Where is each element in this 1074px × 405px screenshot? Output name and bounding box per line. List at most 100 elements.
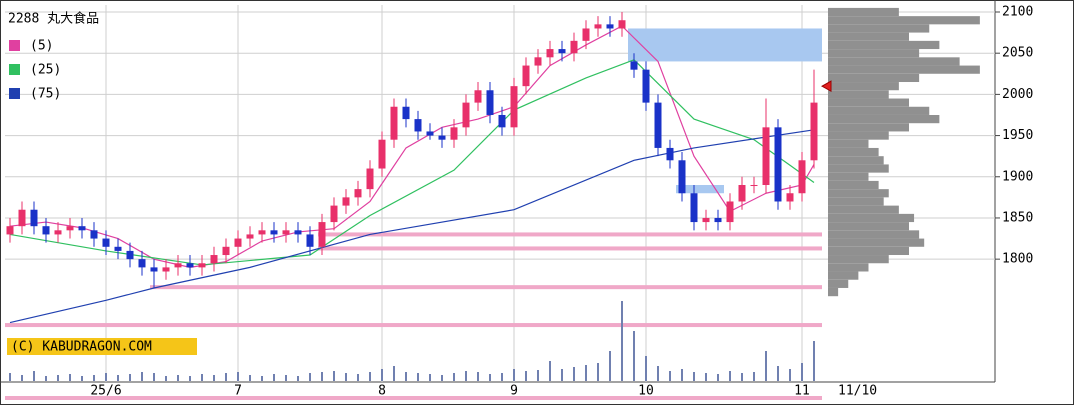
volume-bar bbox=[777, 366, 779, 381]
volume-bar bbox=[597, 363, 599, 381]
candle-body bbox=[750, 185, 758, 187]
volume-bar bbox=[513, 369, 515, 381]
profile-bar bbox=[828, 197, 884, 206]
support-line bbox=[318, 246, 822, 251]
volume-bar bbox=[417, 373, 419, 381]
chart-title: 2288 丸大食品 bbox=[8, 11, 99, 27]
volume-bar bbox=[585, 365, 587, 381]
volume-bar bbox=[441, 375, 443, 381]
volume-bar bbox=[633, 331, 635, 381]
volume-bar bbox=[345, 373, 347, 381]
volume-bar bbox=[405, 372, 407, 381]
candle-body bbox=[186, 263, 194, 268]
zone bbox=[676, 185, 724, 194]
profile-bar bbox=[828, 90, 889, 99]
candle-body bbox=[294, 230, 302, 235]
date-label: 11/10 bbox=[838, 384, 877, 399]
volume-bar bbox=[429, 374, 431, 381]
volume-bar bbox=[453, 373, 455, 381]
band bbox=[5, 396, 822, 400]
candle-body bbox=[258, 230, 266, 235]
candle-body bbox=[366, 168, 374, 190]
candle-body bbox=[30, 209, 38, 227]
volume-bar bbox=[273, 374, 275, 381]
volume-bar bbox=[285, 375, 287, 381]
profile-bar bbox=[828, 222, 909, 231]
y-tick-label: 1900 bbox=[1002, 169, 1033, 184]
candle-body bbox=[666, 147, 674, 161]
candle-body bbox=[534, 57, 542, 66]
profile-bar bbox=[828, 73, 920, 83]
candle-body bbox=[78, 226, 86, 231]
volume-bar bbox=[141, 372, 143, 381]
copyright-box bbox=[7, 338, 197, 355]
volume-bar bbox=[465, 371, 467, 381]
candle-body bbox=[546, 49, 554, 58]
volume-bar bbox=[681, 369, 683, 381]
candle-body bbox=[642, 69, 650, 103]
profile-bar bbox=[828, 172, 869, 181]
volume-bar bbox=[621, 301, 623, 381]
candle-body bbox=[570, 40, 578, 54]
candle-body bbox=[714, 217, 722, 223]
volume-bar bbox=[165, 376, 167, 381]
moving-average bbox=[9, 25, 815, 268]
candle-body bbox=[426, 131, 434, 136]
copyright: (C) KABUDRAGON.COM bbox=[11, 340, 152, 355]
volume-bar bbox=[309, 373, 311, 381]
volume-bar bbox=[93, 375, 95, 381]
profile-bar bbox=[828, 164, 889, 173]
candle-body bbox=[438, 135, 446, 140]
candle-body bbox=[738, 185, 746, 202]
volume-bar bbox=[717, 374, 719, 381]
y-tick-label: 1850 bbox=[1002, 210, 1033, 225]
volume-bar bbox=[321, 372, 323, 381]
legend-swatch bbox=[9, 40, 20, 51]
candle-body bbox=[582, 28, 590, 41]
volume-bar bbox=[117, 375, 119, 381]
candle-body bbox=[450, 127, 458, 140]
profile-bar bbox=[828, 16, 980, 25]
profile-bar bbox=[828, 230, 920, 239]
candle-body bbox=[798, 160, 806, 194]
volume-bar bbox=[765, 351, 767, 381]
profile-bar bbox=[828, 57, 960, 66]
volume-bar bbox=[297, 376, 299, 381]
candle-body bbox=[90, 230, 98, 239]
candle-body bbox=[462, 102, 470, 128]
candle-body bbox=[786, 193, 794, 202]
volume-bar bbox=[525, 371, 527, 381]
volume-bar bbox=[573, 367, 575, 381]
profile-bar bbox=[828, 98, 909, 107]
profile-bar bbox=[828, 288, 839, 297]
support-line bbox=[318, 232, 822, 237]
profile-bar bbox=[828, 246, 909, 256]
profile-bar bbox=[828, 189, 889, 198]
volume-bar bbox=[537, 370, 539, 381]
candle-body bbox=[618, 20, 626, 29]
candle-body bbox=[702, 217, 710, 223]
volume-bar bbox=[489, 374, 491, 381]
volume-bar bbox=[225, 373, 227, 381]
volume-bar bbox=[105, 373, 107, 381]
candle-body bbox=[654, 102, 662, 148]
y-tick-label: 1950 bbox=[1002, 128, 1033, 143]
volume-bar bbox=[705, 373, 707, 381]
candle-body bbox=[210, 255, 218, 264]
profile-bar bbox=[828, 106, 930, 115]
candle-body bbox=[762, 127, 770, 186]
volume-bar bbox=[201, 374, 203, 381]
candle-body bbox=[498, 114, 506, 128]
candle-body bbox=[114, 246, 122, 251]
candle-body bbox=[522, 65, 530, 87]
candle-body bbox=[810, 102, 818, 161]
volume-bar bbox=[153, 373, 155, 381]
support-line bbox=[5, 323, 822, 328]
zone bbox=[628, 28, 822, 62]
volume-bar bbox=[333, 371, 335, 381]
volume-bar bbox=[213, 375, 215, 381]
volume-bar bbox=[609, 351, 611, 381]
profile-bar bbox=[828, 131, 889, 140]
volume-bar bbox=[189, 376, 191, 381]
profile-bar bbox=[828, 180, 879, 190]
